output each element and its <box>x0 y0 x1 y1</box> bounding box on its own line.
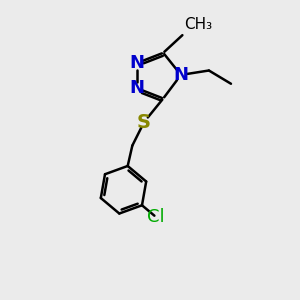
Text: N: N <box>129 54 144 72</box>
Text: S: S <box>137 112 151 131</box>
Text: N: N <box>173 66 188 84</box>
Text: Cl: Cl <box>147 208 164 226</box>
Text: N: N <box>129 79 144 97</box>
Text: CH₃: CH₃ <box>184 16 212 32</box>
